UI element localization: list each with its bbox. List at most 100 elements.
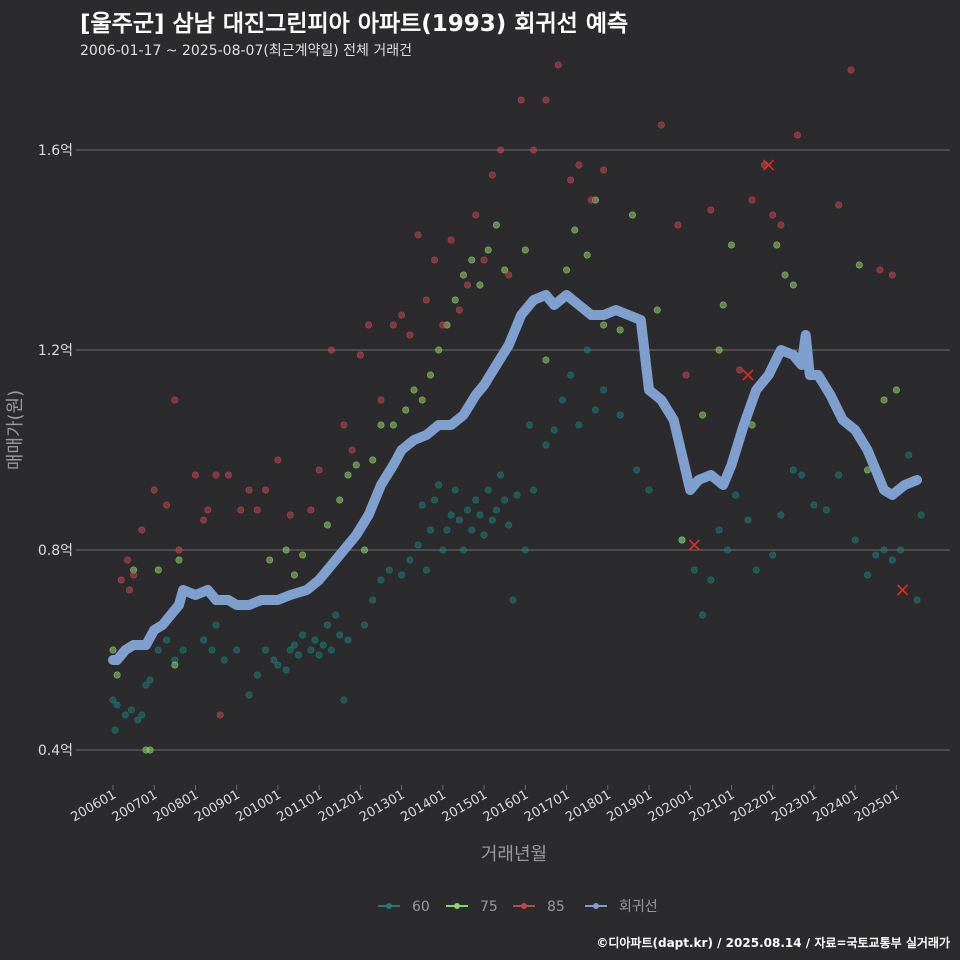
point-85-48	[567, 176, 575, 184]
point-60-40	[377, 576, 385, 584]
point-85-35	[439, 321, 447, 329]
xtick-label-14: 202001	[646, 787, 696, 825]
legend-marker	[454, 903, 460, 909]
point-60-34	[332, 611, 340, 619]
point-75-31	[484, 246, 492, 254]
point-60-64	[497, 471, 505, 479]
point-75-25	[435, 346, 443, 354]
point-60-28	[307, 646, 315, 654]
point-85-57	[748, 196, 756, 204]
point-60-93	[777, 511, 785, 519]
point-85-6	[163, 501, 171, 509]
point-85-50	[587, 196, 595, 204]
xtick-label-0: 200601	[68, 787, 118, 825]
point-60-44	[414, 541, 422, 549]
point-60-89	[732, 491, 740, 499]
point-75-38	[571, 226, 579, 234]
point-60-86	[707, 576, 715, 584]
point-85-20	[286, 511, 294, 519]
point-60-70	[525, 421, 533, 429]
point-60-71	[530, 486, 538, 494]
point-75-20	[389, 421, 397, 429]
point-60-4	[128, 706, 136, 714]
point-75-43	[629, 211, 637, 219]
point-60-100	[864, 571, 872, 579]
grid-lines	[80, 149, 950, 751]
point-85-53	[674, 221, 682, 229]
point-60-5	[134, 716, 142, 724]
point-60-75	[567, 371, 575, 379]
xtick-label-7: 201301	[357, 787, 407, 825]
point-75-13	[323, 521, 331, 529]
point-75-45	[678, 536, 686, 544]
point-85-17	[253, 506, 261, 514]
xtick-label-2: 200801	[151, 787, 201, 825]
point-75-22	[410, 386, 418, 394]
point-60-95	[798, 471, 806, 479]
legend-marker	[593, 903, 599, 909]
point-85-24	[340, 421, 348, 429]
xtick-label-17: 202301	[769, 787, 819, 825]
point-60-56	[464, 506, 472, 514]
chart-subtitle: 2006-01-17 ~ 2025-08-07(최근계약일) 전체 거래건	[80, 43, 412, 59]
point-85-19	[274, 456, 282, 464]
point-60-69	[521, 546, 529, 554]
legend-item-75: 75	[446, 899, 498, 915]
point-60-13	[200, 636, 208, 644]
point-60-91	[752, 566, 760, 574]
point-60-7	[142, 681, 150, 689]
ytick-label-2: 1.2억	[38, 343, 73, 359]
point-60-102	[880, 546, 888, 554]
cancelled-mark-2	[763, 159, 775, 171]
cancelled-mark-3	[897, 584, 909, 596]
xtick-label-8: 201401	[398, 787, 448, 825]
point-85-13	[216, 711, 224, 719]
point-60-49	[435, 481, 443, 489]
point-75-51	[773, 241, 781, 249]
point-60-82	[645, 486, 653, 494]
point-85-56	[736, 366, 744, 374]
point-60-55	[459, 546, 467, 554]
point-60-106	[913, 596, 921, 604]
point-75-12	[299, 551, 307, 559]
point-60-41	[385, 566, 393, 574]
point-60-12	[179, 646, 187, 654]
point-75-41	[600, 321, 608, 329]
point-60-60	[480, 531, 488, 539]
point-60-92	[769, 551, 777, 559]
point-85-11	[204, 506, 212, 514]
point-60-37	[344, 636, 352, 644]
point-60-85	[699, 611, 707, 619]
point-60-27	[299, 631, 307, 639]
point-60-87	[715, 526, 723, 534]
point-60-2	[113, 701, 121, 709]
point-85-52	[657, 121, 665, 129]
point-60-101	[872, 551, 880, 559]
point-60-36	[340, 696, 348, 704]
point-60-26	[295, 651, 303, 659]
point-60-105	[905, 451, 913, 459]
point-60-0	[109, 696, 117, 704]
cancelled-markers	[688, 159, 909, 596]
point-75-5	[154, 566, 162, 574]
point-60-88	[723, 546, 731, 554]
point-85-9	[191, 471, 199, 479]
point-60-15	[212, 621, 220, 629]
point-75-11	[290, 571, 298, 579]
point-85-59	[769, 211, 777, 219]
point-60-66	[505, 521, 513, 529]
point-75-10	[282, 546, 290, 554]
point-85-26	[356, 351, 364, 359]
point-60-57	[468, 526, 476, 534]
point-75-34	[521, 246, 529, 254]
point-75-30	[476, 281, 484, 289]
point-85-33	[422, 296, 430, 304]
point-60-8	[146, 676, 154, 684]
chart-title: [울주군] 삼남 대진그린피아 아파트(1993) 회귀선 예측	[80, 11, 629, 37]
point-85-38	[464, 281, 472, 289]
point-75-37	[563, 266, 571, 274]
point-85-8	[175, 546, 183, 554]
point-75-46	[699, 411, 707, 419]
point-60-77	[583, 346, 591, 354]
point-85-31	[406, 331, 414, 339]
